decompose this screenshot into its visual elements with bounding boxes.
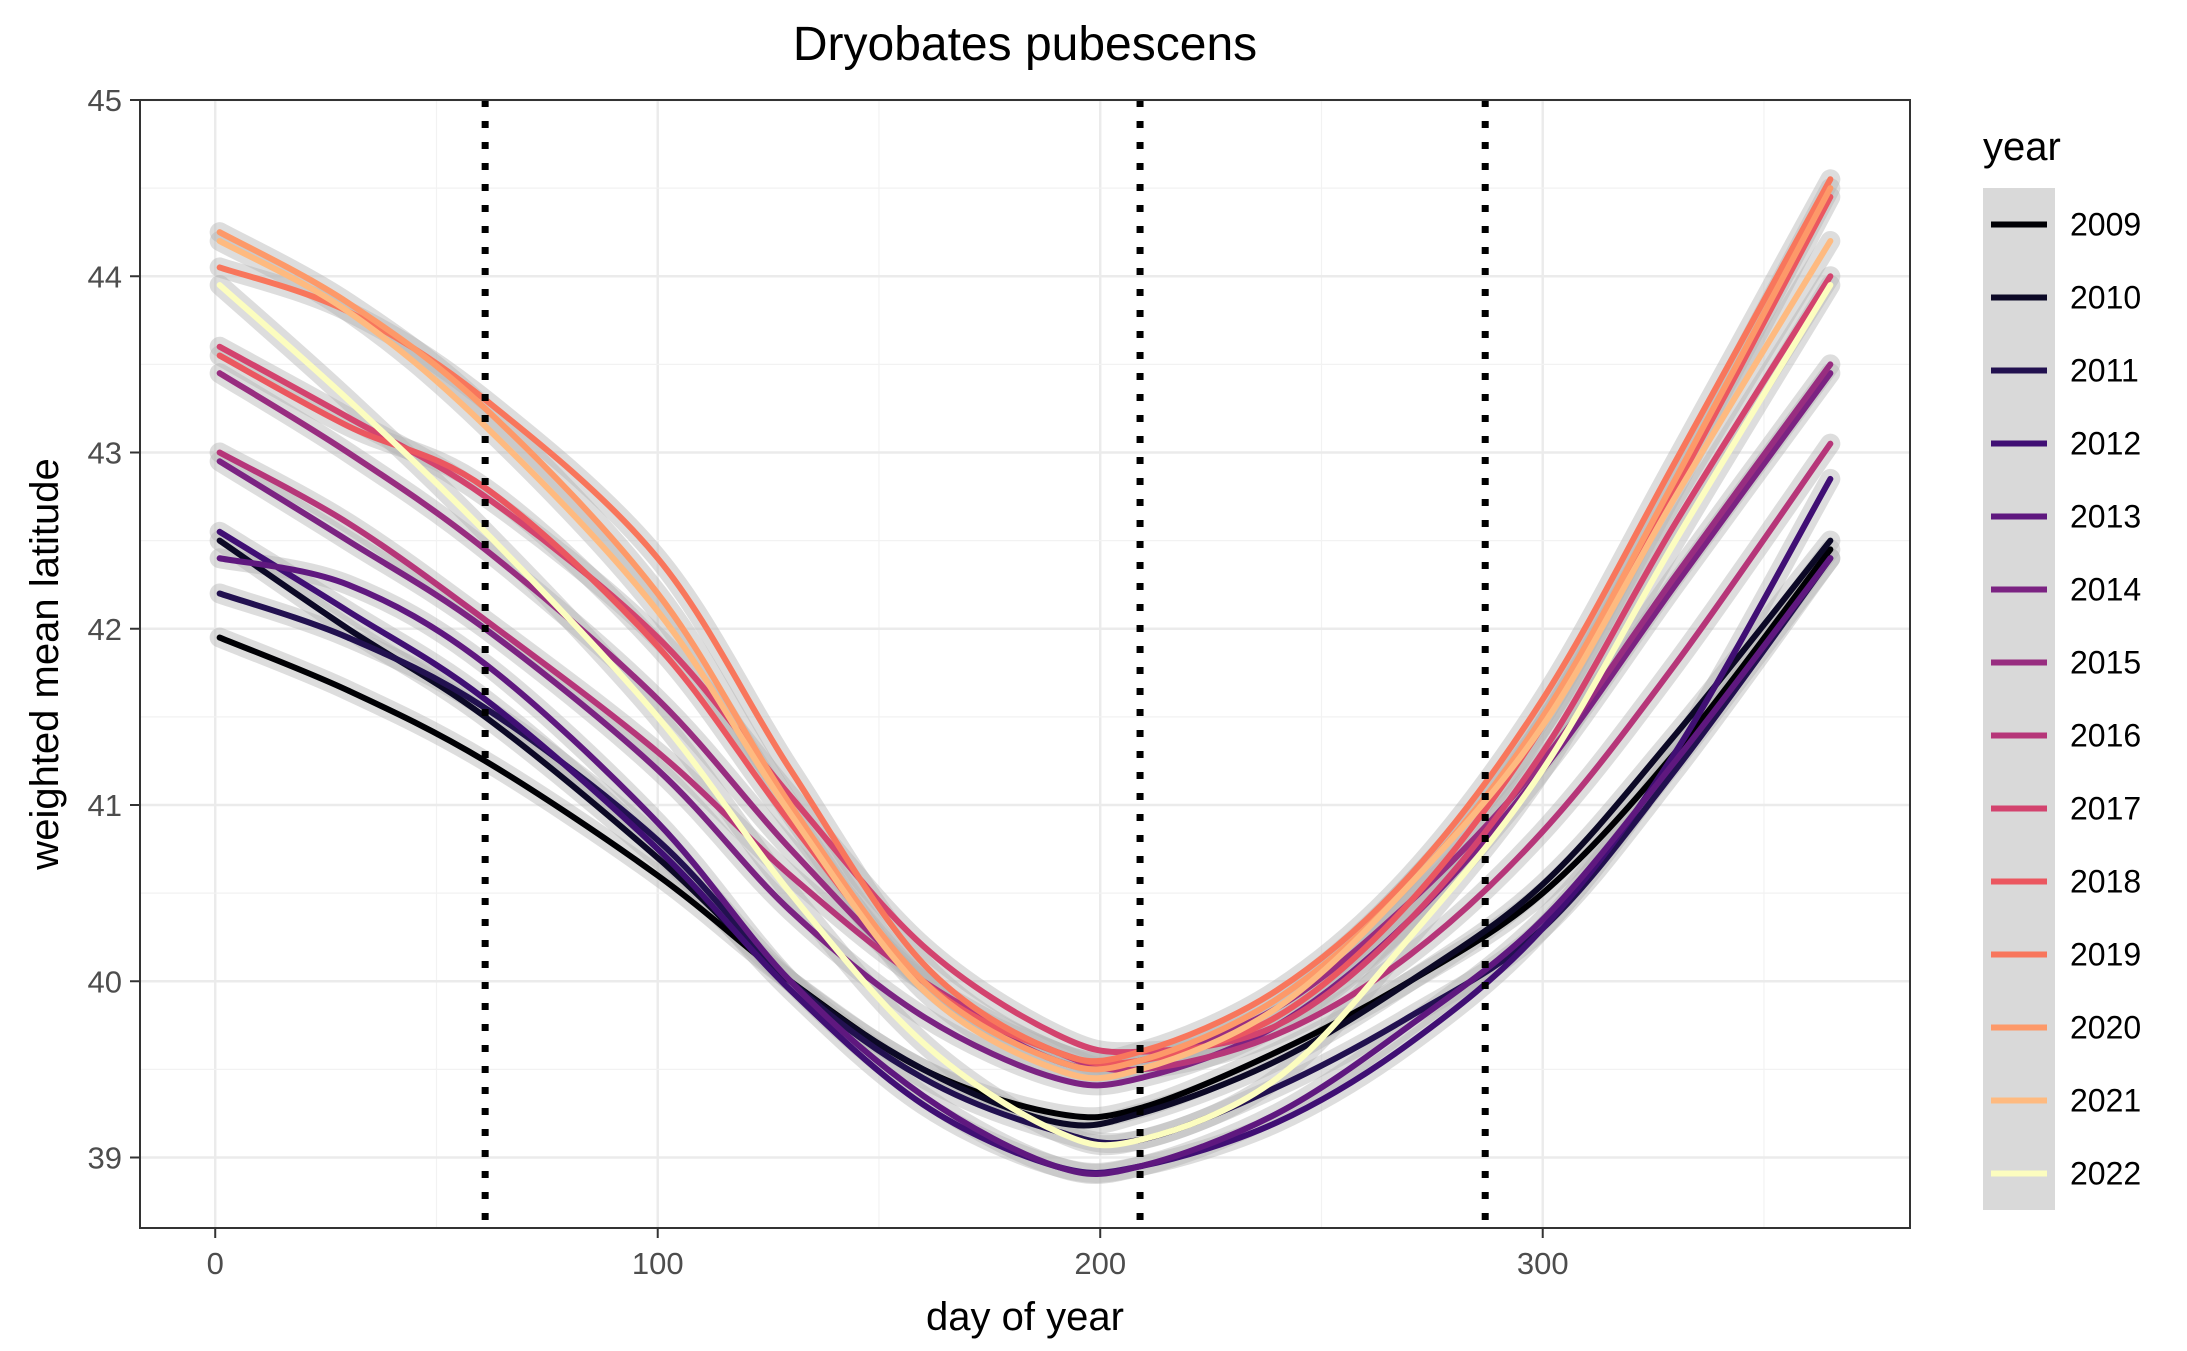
plot-panel-border: [139, 99, 1911, 1229]
series-line-2009: [216, 546, 1834, 1121]
legend-key-background: [1983, 188, 2055, 1210]
x-tick-label: 300: [1517, 1246, 1569, 1281]
y-axis-ticks: 39 40 41 42 43 44 45: [88, 83, 140, 1176]
legend-label-2011: 2011: [2070, 353, 2139, 389]
series-line-2020: [216, 185, 1834, 1073]
y-tick-label: 43: [88, 436, 122, 471]
legend-label-2020: 2020: [2070, 1010, 2141, 1046]
legend: year 2009 2010 2011 2012 2013 2014 2015 2016 201…: [1983, 125, 2141, 1210]
legend-title: year: [1983, 125, 2061, 169]
legend-label-2009: 2009: [2070, 207, 2141, 243]
legend-label-2014: 2014: [2070, 572, 2141, 608]
legend-label-2012: 2012: [2070, 426, 2141, 462]
legend-label-2018: 2018: [2070, 864, 2141, 900]
series-line-2013: [216, 555, 1834, 1178]
legend-label-2021: 2021: [2070, 1083, 2141, 1119]
y-tick-label: 41: [88, 788, 122, 823]
series-line-2022: [216, 282, 1834, 1149]
y-tick-label: 44: [88, 259, 122, 294]
y-tick-label: 42: [88, 612, 122, 647]
legend-label-2017: 2017: [2070, 791, 2141, 827]
y-axis-title: weighted mean latitude: [23, 458, 67, 870]
series-line-2017: [216, 273, 1834, 1056]
series-line-2019: [216, 176, 1834, 1065]
legend-label-2010: 2010: [2070, 280, 2141, 316]
legend-label-2022: 2022: [2070, 1156, 2141, 1192]
legend-label-2016: 2016: [2070, 718, 2141, 754]
y-tick-label: 39: [88, 1141, 122, 1176]
series-line-2021: [216, 238, 1834, 1082]
legend-label-2013: 2013: [2070, 499, 2141, 535]
x-tick-label: 200: [1074, 1246, 1126, 1281]
x-tick-label: 100: [632, 1246, 684, 1281]
y-tick-label: 40: [88, 964, 122, 999]
legend-items: 2009 2010 2011 2012 2013 2014 2015 2016 2017 2018…: [1991, 207, 2141, 1192]
legend-label-2015: 2015: [2070, 645, 2141, 681]
x-tick-label: 0: [207, 1246, 224, 1281]
chart-title: Dryobates pubescens: [793, 18, 1257, 71]
series-line-2010: [216, 537, 1834, 1129]
series-line-2014: [216, 370, 1834, 1089]
x-axis-ticks: 0 100 200 300: [207, 1228, 1569, 1281]
y-tick-label: 45: [88, 83, 122, 118]
legend-label-2019: 2019: [2070, 937, 2141, 973]
series-lines: [216, 176, 1834, 1178]
x-axis-title: day of year: [926, 1295, 1124, 1339]
